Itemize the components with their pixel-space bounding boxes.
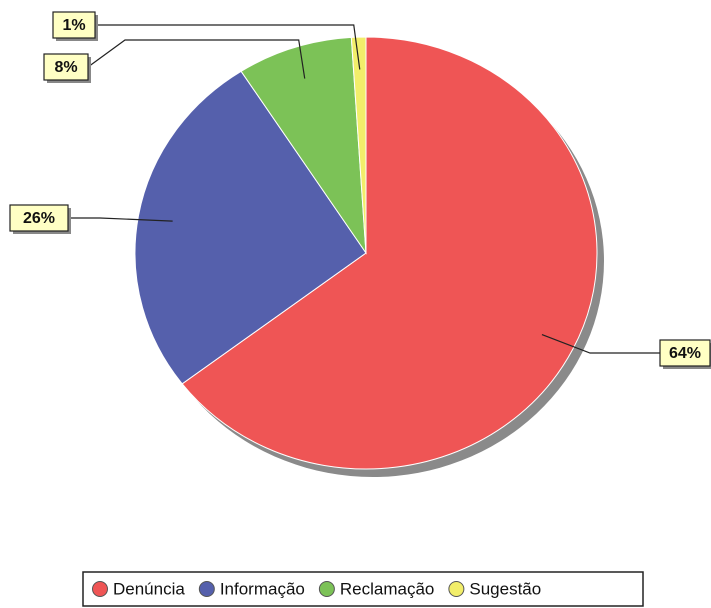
legend-label: Denúncia: [113, 579, 185, 598]
legend-swatch: [92, 581, 108, 597]
leader-line: [541, 333, 660, 354]
legend: Denúncia Informação Reclamação Sugestão: [92, 579, 541, 598]
pie: [134, 36, 604, 477]
data-labels: 64% 26% 8% 1%: [9, 11, 711, 369]
leader-line: [68, 217, 173, 222]
data-label: 64%: [669, 345, 701, 362]
leader-line: [87, 39, 306, 79]
leader-line: [95, 24, 361, 70]
legend-swatch: [448, 581, 465, 597]
label-box: [9, 204, 69, 232]
data-label: 26%: [23, 210, 55, 227]
data-label: 1%: [62, 17, 85, 34]
legend-swatch: [318, 581, 335, 597]
legend-label: Reclamação: [340, 579, 435, 598]
pie-slice: [240, 36, 367, 255]
data-label: 8%: [54, 59, 77, 76]
label-box: [52, 11, 96, 39]
legend-swatch: [198, 581, 215, 597]
pie-slice: [134, 70, 367, 385]
legend-label: Sugestão: [469, 579, 541, 598]
pie-slice: [181, 36, 598, 470]
label-box: [43, 53, 89, 81]
legend-box: [82, 571, 644, 607]
pie-slice: [350, 36, 367, 254]
label-box: [659, 339, 711, 367]
legend-label: Informação: [220, 579, 305, 598]
